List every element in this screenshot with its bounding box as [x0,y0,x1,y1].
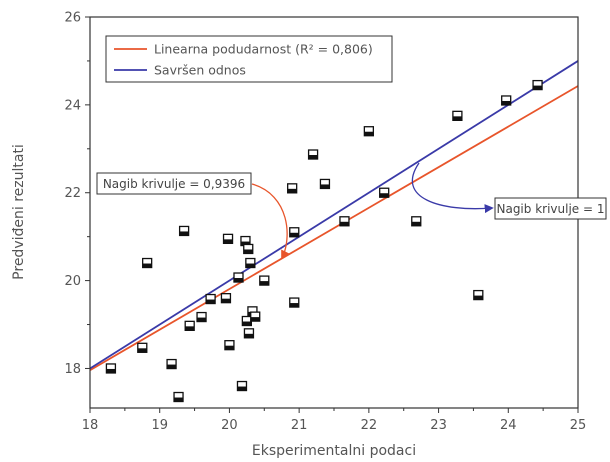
data-point [142,257,153,269]
annotation-box-slope-perfect [494,197,607,220]
data-point [532,79,543,91]
x-tick-label: 22 [361,418,378,433]
legend-box [105,35,393,83]
data-point [259,275,270,286]
data-point [289,297,300,308]
data-point [233,272,244,283]
x-tick-label: 18 [82,418,99,433]
annotation-slope-perfect: Nagib krivulje = 1 [411,162,607,220]
y-axis-label: Predviđeni rezultati [11,144,27,280]
data-points [105,79,543,403]
data-point [379,187,390,198]
data-point [137,342,148,353]
data-point [411,216,422,227]
x-tick-label: 23 [430,418,447,433]
data-point [241,315,253,327]
y-tick-label: 24 [64,98,81,113]
y-tick-label: 22 [64,186,81,201]
fit-lines [89,60,579,371]
x-tick-label: 20 [221,418,238,433]
data-point [287,183,298,194]
data-point [319,178,331,190]
y-tick-label: 18 [64,362,81,377]
y-tick-label: 20 [64,274,81,289]
x-tick-label: 24 [500,418,517,433]
annotation-arrow-slope-perfect [411,162,494,214]
data-point [501,95,512,106]
annotation-box-slope-fit [96,172,252,195]
data-point [196,311,207,323]
data-point [473,289,484,301]
legend: Linearna podudarnost (R² = 0,806) Savrše… [105,35,393,83]
data-point [105,363,117,374]
x-axis-label: Eksperimentalni podaci [252,443,416,459]
data-point [236,380,248,392]
annotation-slope-fit: Nagib krivulje = 0,9396 [96,172,290,260]
data-point [243,328,255,339]
x-axis-ticks: 18 19 20 21 22 23 24 25 [82,408,587,433]
perfect-relation-line [89,60,579,370]
data-point [166,358,177,370]
x-tick-label: 25 [570,418,587,433]
annotation-text-slope-fit: Nagib krivulje = 0,9396 [103,177,245,191]
data-point [173,391,184,403]
data-point [220,293,232,304]
y-tick-label: 26 [64,11,81,26]
linear-fit-line [89,85,579,371]
data-point [243,243,254,255]
data-point [178,225,190,237]
data-point [339,216,350,227]
y-axis-ticks: 18 20 22 24 26 [64,11,90,377]
data-point [205,293,216,305]
data-point [452,110,463,121]
legend-label-perfect: Savršen odnos [154,63,246,78]
x-tick-label: 21 [291,418,308,433]
x-tick-label: 19 [151,418,168,433]
data-point [250,311,261,322]
data-point [245,257,256,269]
annotation-arrow-slope-fit [251,183,290,260]
data-point [184,320,195,331]
data-point [307,149,319,160]
data-point [363,126,375,137]
annotation-text-slope-perfect: Nagib krivulje = 1 [496,202,604,216]
data-point [224,340,235,351]
legend-label-linear: Linearna podudarnost (R² = 0,806) [154,42,373,57]
data-point [222,233,234,245]
data-point [289,227,300,238]
